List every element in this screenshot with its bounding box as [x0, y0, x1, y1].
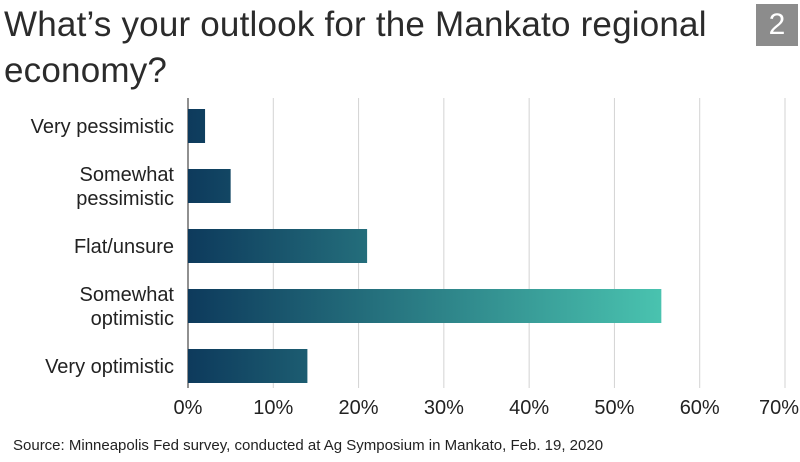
x-tick-label: 50%	[594, 397, 634, 419]
x-tick-label: 10%	[253, 397, 293, 419]
x-tick-label: 0%	[174, 397, 203, 419]
chart-title: What’s your outlook for the Mankato regi…	[4, 5, 707, 90]
category-label-line: pessimistic	[76, 188, 174, 210]
bars	[188, 109, 662, 383]
category-label-line: optimistic	[91, 308, 174, 330]
category-label: Somewhat optimistic	[80, 284, 175, 330]
bar	[188, 169, 231, 203]
category-label: Very pessimistic	[31, 116, 174, 138]
bar	[188, 289, 662, 323]
bar	[188, 229, 368, 263]
x-tick-label: 60%	[680, 397, 720, 419]
category-label: Very optimistic	[45, 356, 174, 378]
category-label-line: Somewhat	[80, 284, 175, 306]
category-label-line: Very optimistic	[45, 356, 174, 378]
category-label: Flat/unsure	[74, 236, 174, 258]
category-label: Somewhat pessimistic	[76, 164, 174, 210]
figure-number-badge: 2	[756, 4, 798, 46]
x-tick-label: 30%	[424, 397, 464, 419]
bar	[188, 109, 206, 143]
x-tick-labels: 0% 10% 20% 30% 40% 50% 60% 70%	[174, 397, 800, 419]
category-label-line: Flat/unsure	[74, 236, 174, 258]
bar	[188, 349, 308, 383]
category-label-line: Somewhat	[80, 164, 175, 186]
category-label-line: Very pessimistic	[31, 116, 174, 138]
x-tick-label: 40%	[509, 397, 549, 419]
x-tick-label: 20%	[339, 397, 379, 419]
source-note: Source: Minneapolis Fed survey, conducte…	[13, 437, 604, 454]
x-tick-label: 70%	[759, 397, 799, 419]
